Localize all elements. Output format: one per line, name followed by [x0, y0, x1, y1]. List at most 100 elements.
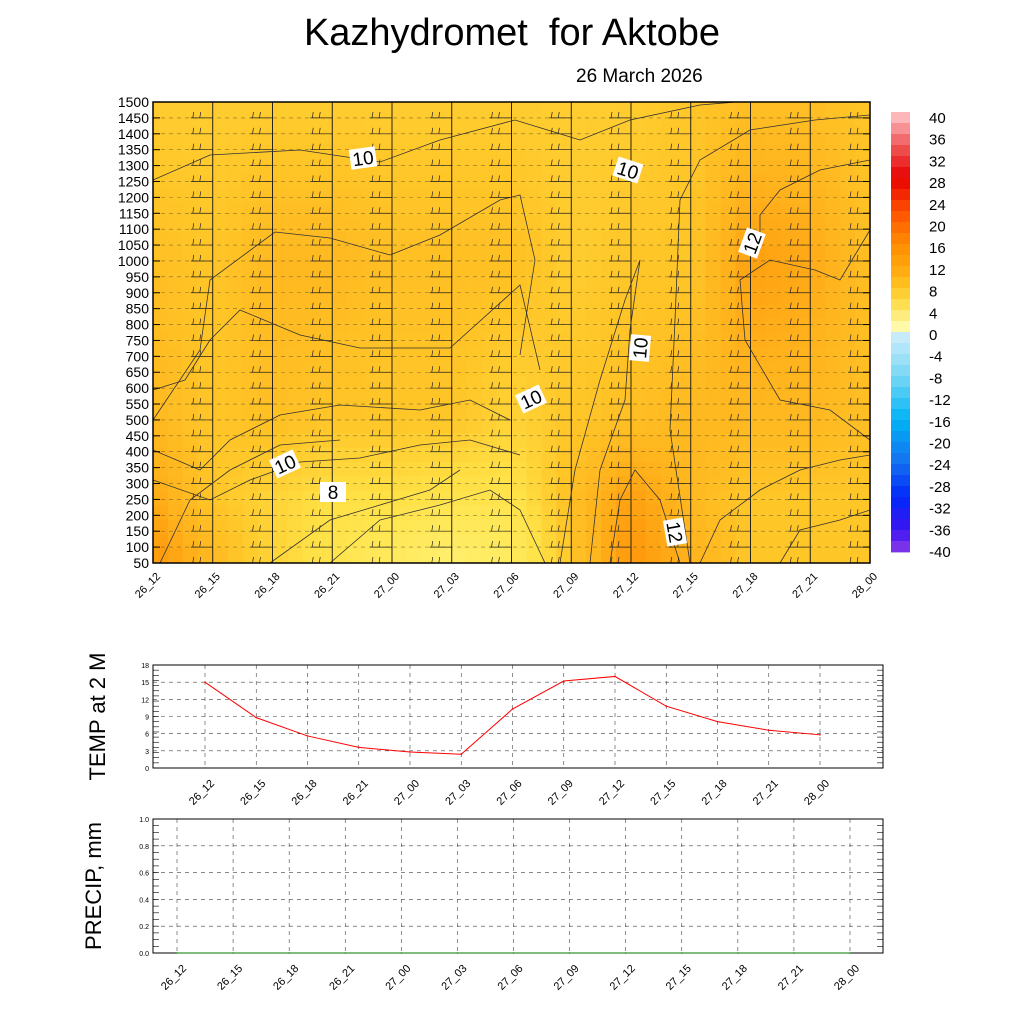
field-cell [541, 246, 557, 262]
field-cell [571, 130, 587, 146]
y-tick-label: 1300 [118, 158, 149, 174]
field-cell [810, 534, 826, 550]
y-tick-label: 15 [141, 680, 149, 687]
field-cell [541, 159, 557, 175]
field-cell [182, 145, 199, 161]
wind-barb [489, 541, 512, 548]
field-cell [347, 375, 363, 391]
field-cell [795, 375, 811, 391]
field-cell [212, 390, 229, 406]
cross-section-x-axis: 26_12 26_15 26_18 26_21 27_00 27_03 27_06 27_09… [133, 571, 880, 601]
field-cell [601, 246, 617, 262]
field-cell [735, 318, 752, 334]
field-cell [765, 476, 781, 492]
field-cell [332, 217, 348, 233]
field-cell [795, 116, 811, 132]
field-cell [511, 548, 528, 563]
field-cell [167, 447, 184, 463]
colorbar-box [891, 442, 910, 454]
field-cell [765, 346, 781, 362]
field-cell [481, 260, 498, 276]
contour-line [779, 509, 870, 563]
field-cell [855, 390, 870, 406]
contour-label-box [738, 227, 766, 259]
y-tick-label: 0.8 [139, 844, 149, 851]
field-cell [242, 188, 259, 204]
field-cell [332, 102, 348, 118]
wind-barb [788, 445, 811, 453]
field-cell [795, 217, 811, 233]
field-cell [212, 289, 229, 305]
field-cell [810, 217, 826, 233]
field-cell [586, 318, 602, 334]
field-cell [153, 404, 169, 420]
field-cell [332, 202, 348, 218]
field-cell [227, 375, 244, 391]
field-cell [197, 418, 214, 434]
field-cell [526, 174, 542, 190]
field-cell [586, 361, 602, 377]
field-cell [466, 375, 483, 391]
field-cell [242, 202, 259, 218]
field-cell [825, 318, 841, 334]
field-cell [451, 447, 468, 463]
field-cell [496, 231, 513, 247]
field-cell [750, 332, 767, 348]
field-cell [362, 246, 378, 262]
field-cell [571, 519, 587, 535]
field-cell [436, 246, 453, 262]
field-cell [377, 188, 393, 204]
wind-barb [609, 397, 631, 405]
field-cell [197, 260, 214, 276]
x-tick-label: 26_21 [312, 571, 342, 601]
data-point [512, 952, 515, 954]
field-cell [392, 116, 408, 132]
field-cell [182, 303, 199, 319]
field-cell [332, 274, 348, 290]
x-tick-label: 26_21 [327, 963, 357, 993]
field-cell [272, 202, 289, 218]
wind-barb [310, 175, 333, 182]
wind-barb [310, 223, 333, 230]
field-cell [182, 174, 199, 190]
field-cell [332, 260, 348, 276]
field-cell [586, 159, 602, 175]
field-cell [242, 346, 259, 362]
field-cell [182, 217, 199, 233]
field-cell [855, 375, 870, 391]
wind-barb [190, 429, 213, 437]
field-cell [556, 159, 572, 175]
field-cell [750, 188, 767, 204]
field-cell [347, 346, 363, 362]
field-cell [616, 404, 632, 420]
wind-barb [370, 175, 392, 182]
field-cell [287, 102, 303, 118]
field-cell [153, 476, 169, 492]
x-tick-label: 27_09 [551, 571, 581, 601]
field-cell [451, 231, 468, 247]
field-cell [855, 346, 870, 362]
field-cell [825, 303, 841, 319]
field-cell [451, 303, 468, 319]
field-cell [735, 116, 752, 132]
data-point [460, 753, 463, 756]
field-cell [167, 116, 184, 132]
field-cell [616, 318, 632, 334]
field-cell [451, 505, 468, 521]
wind-barb [250, 254, 273, 262]
field-cell [511, 116, 528, 132]
field-cell [690, 202, 707, 218]
field-cell [496, 102, 513, 118]
field-cell [541, 404, 557, 420]
field-cell [302, 116, 318, 132]
field-cell [780, 505, 796, 521]
field-cell [705, 188, 722, 204]
field-cell [825, 390, 841, 406]
field-cell [690, 159, 707, 175]
field-cell [855, 318, 870, 334]
field-cell [660, 346, 677, 362]
cross-section-y-axis: 1500145014001350130012501200115011001050… [118, 94, 870, 571]
field-cell [735, 433, 752, 449]
y-tick-label: 500 [126, 412, 150, 428]
field-cell [795, 505, 811, 521]
